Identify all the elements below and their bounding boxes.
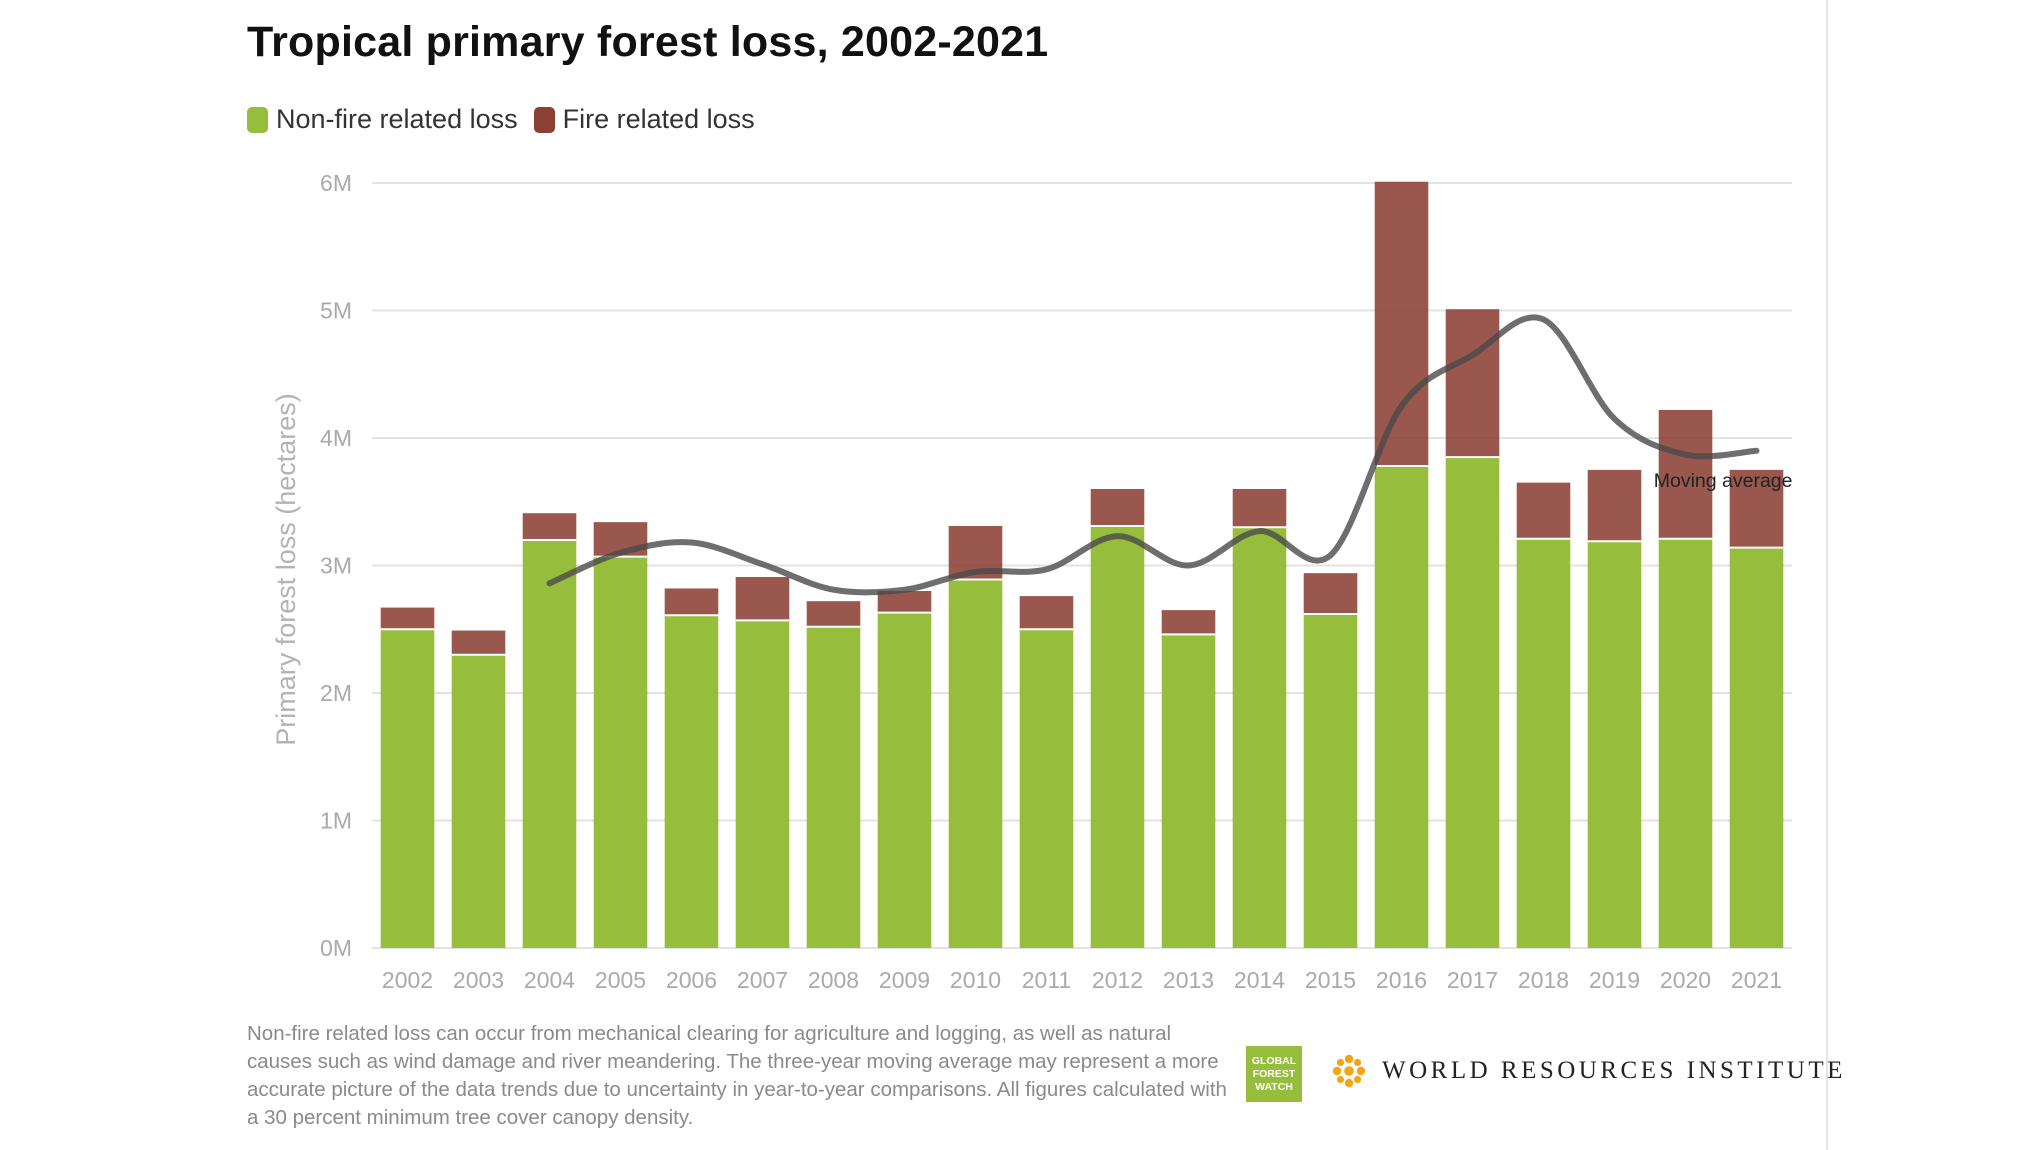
bar-non-fire xyxy=(948,579,1003,948)
y-axis-label: Primary forest loss (hectares) xyxy=(271,393,301,746)
y-tick-label: 1M xyxy=(320,808,352,834)
bar-non-fire xyxy=(1161,634,1216,948)
gfw-logo-line-3: WATCH xyxy=(1255,1080,1293,1093)
x-tick-label: 2021 xyxy=(1731,967,1782,993)
bar-non-fire xyxy=(735,620,790,948)
x-tick-label: 2007 xyxy=(737,967,788,993)
bar-non-fire xyxy=(1729,547,1784,948)
bar-fire xyxy=(451,630,506,655)
x-tick-label: 2004 xyxy=(524,967,575,993)
x-tick-label: 2016 xyxy=(1376,967,1427,993)
bar-fire xyxy=(1658,409,1713,539)
legend: Non-fire related loss Fire related loss xyxy=(247,104,761,135)
bar-fire xyxy=(735,576,790,621)
x-tick-label: 2012 xyxy=(1092,967,1143,993)
bar-non-fire xyxy=(1303,613,1358,948)
y-tick-label: 5M xyxy=(320,298,352,324)
bar-fire xyxy=(1019,596,1074,630)
bar-fire xyxy=(1729,469,1784,548)
x-tick-label: 2003 xyxy=(453,967,504,993)
x-tick-label: 2015 xyxy=(1305,967,1356,993)
bar-non-fire xyxy=(877,612,932,948)
x-tick-label: 2002 xyxy=(382,967,433,993)
footnote: Non-fire related loss can occur from mec… xyxy=(247,1022,1227,1129)
x-tick-label: 2005 xyxy=(595,967,646,993)
chart-plot: 0M 1M 2M 3M 4M 5M 6M Primary forest loss (hecta… xyxy=(271,170,1793,993)
chart-title: Tropical primary forest loss, 2002-2021 xyxy=(247,18,1049,66)
wri-flower-icon xyxy=(1332,1054,1366,1088)
legend-item-non-fire: Non-fire related loss xyxy=(247,104,518,135)
bar-non-fire xyxy=(1587,541,1642,948)
x-tick-label: 2008 xyxy=(808,967,859,993)
wri-logo: WORLD RESOURCES INSTITUTE xyxy=(1330,1052,1846,1090)
moving-average-line xyxy=(546,314,1760,596)
bar-fire xyxy=(1445,309,1500,458)
wri-logo-text: WORLD RESOURCES INSTITUTE xyxy=(1382,1057,1846,1084)
x-tick-label: 2011 xyxy=(1022,967,1071,993)
gfw-logo-line-1: GLOBAL xyxy=(1251,1054,1297,1067)
y-tick-label: 4M xyxy=(320,425,352,451)
bar-non-fire xyxy=(380,629,435,948)
bar-non-fire xyxy=(522,540,577,948)
legend-label-fire: Fire related loss xyxy=(562,104,755,134)
bar-non-fire xyxy=(1232,527,1287,948)
x-tick-label: 2017 xyxy=(1447,967,1498,993)
x-tick-label: 2014 xyxy=(1234,967,1285,993)
bar-non-fire xyxy=(1516,538,1571,948)
bar-fire xyxy=(1090,489,1145,526)
y-tick-label: 6M xyxy=(320,170,352,196)
bar-fire xyxy=(1374,181,1429,467)
bar-fire xyxy=(380,607,435,630)
bar-non-fire xyxy=(1090,525,1145,948)
bar-non-fire xyxy=(1445,457,1500,948)
bar-fire xyxy=(877,591,932,613)
bar-fire xyxy=(1161,610,1216,635)
x-tick-label: 2010 xyxy=(950,967,1001,993)
bar-fire xyxy=(664,588,719,616)
bar-non-fire xyxy=(1019,629,1074,948)
x-tick-label: 2020 xyxy=(1660,967,1711,993)
x-tick-label: 2019 xyxy=(1589,967,1640,993)
y-tick-label: 2M xyxy=(320,680,352,706)
x-tick-label: 2013 xyxy=(1163,967,1214,993)
bar-non-fire xyxy=(1658,538,1713,948)
legend-item-fire: Fire related loss xyxy=(533,104,755,135)
moving-average-label: Moving average xyxy=(1654,470,1793,492)
bar-fire xyxy=(522,513,577,540)
bar-non-fire xyxy=(451,654,506,948)
bar-non-fire xyxy=(664,615,719,948)
legend-label-non-fire: Non-fire related loss xyxy=(276,104,518,134)
bar-fire xyxy=(1587,469,1642,542)
right-divider xyxy=(1826,0,1828,1150)
gfw-logo-line-2: FOREST xyxy=(1252,1067,1296,1080)
bar-fire xyxy=(806,601,861,627)
bar-fire xyxy=(1232,489,1287,528)
bar-fire xyxy=(1516,482,1571,539)
x-tick-label: 2006 xyxy=(666,967,717,993)
bar-non-fire xyxy=(806,626,861,948)
y-tick-label: 3M xyxy=(320,553,352,579)
x-tick-label: 2009 xyxy=(879,967,930,993)
x-tick-label: 2018 xyxy=(1518,967,1569,993)
y-tick-label: 0M xyxy=(320,935,352,961)
bar-non-fire xyxy=(593,556,648,948)
bar-fire xyxy=(1303,573,1358,614)
legend-swatch-fire xyxy=(533,106,555,133)
bar-non-fire xyxy=(1374,466,1429,948)
global-forest-watch-logo: GLOBAL FOREST WATCH xyxy=(1246,1046,1302,1102)
legend-swatch-non-fire xyxy=(247,106,268,133)
